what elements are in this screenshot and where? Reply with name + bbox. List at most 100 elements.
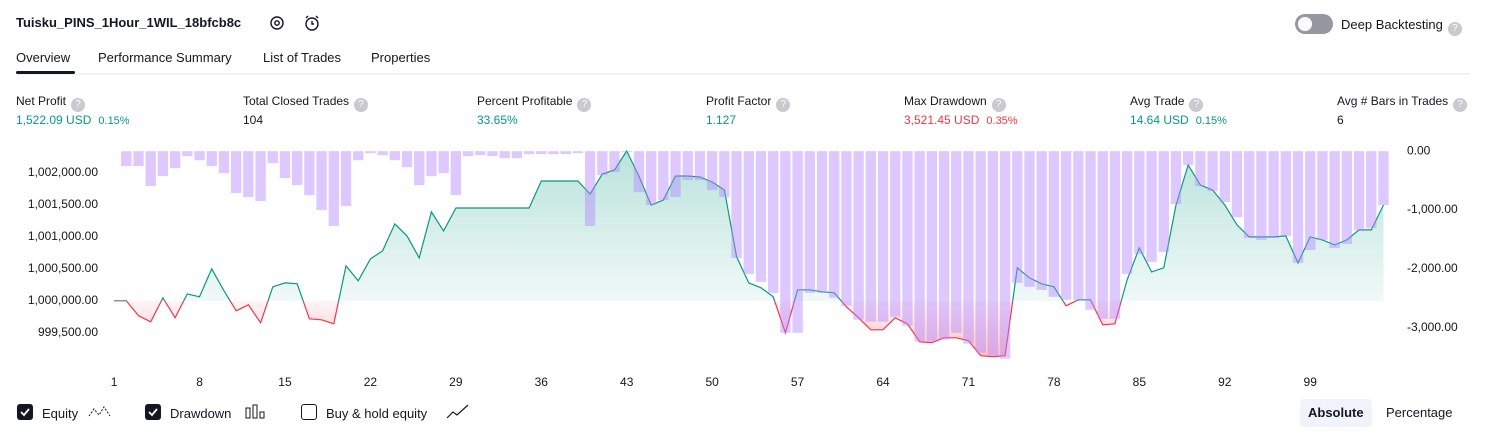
y2-tick-label: 0.00: [1407, 143, 1431, 157]
drawdown-bar: [426, 151, 437, 177]
help-icon[interactable]: ?: [577, 98, 592, 112]
help-icon[interactable]: ?: [991, 98, 1006, 112]
drawdown-bar: [1146, 151, 1157, 262]
drawdown-bar: [206, 151, 217, 167]
help-icon[interactable]: ?: [1447, 22, 1462, 36]
metric-percent: 0.35%: [986, 115, 1018, 127]
help-icon[interactable]: ?: [71, 98, 86, 112]
drawdown-bar: [816, 151, 828, 293]
drawdown-bar: [1292, 151, 1304, 263]
metric-name: Avg # Bars in Trades: [1337, 94, 1449, 108]
drawdown-bar: [462, 151, 474, 157]
metric-name: Max Drawdown: [904, 94, 987, 108]
drawdown-bar: [1353, 151, 1365, 230]
metric-label: Total Closed Trades?: [243, 94, 369, 112]
metric-name: Total Closed Trades: [243, 94, 350, 108]
strategy-title: Tuisku_PINS_1Hour_1WIL_18bfcb8c: [16, 15, 242, 30]
drawdown-bar: [182, 151, 193, 157]
drawdown-bar: [1097, 151, 1108, 319]
drawdown-bar: [1073, 151, 1084, 300]
tabs-divider: [16, 73, 1470, 75]
tab[interactable]: Performance Summary: [98, 50, 232, 65]
drawdown-bar: [1280, 151, 1292, 236]
y2-tick-label: -3,000.00: [1407, 320, 1458, 334]
drawdown-bar: [487, 151, 498, 157]
x-tick-label: 99: [1304, 375, 1318, 389]
drawdown-bar: [999, 151, 1011, 359]
drawdown-bar: [914, 151, 925, 342]
metric-value: 6: [1337, 113, 1344, 127]
metric-name: Profit Factor: [706, 94, 772, 108]
x-tick-label: 29: [449, 375, 463, 389]
tab[interactable]: List of Trades: [263, 50, 342, 65]
x-tick-label: 43: [620, 375, 634, 389]
metric-label: Max Drawdown?: [904, 94, 1006, 112]
drawdown-bar: [316, 151, 327, 211]
drawdown-bar: [682, 151, 693, 181]
tab[interactable]: Overview: [16, 50, 71, 65]
x-tick-label: 8: [196, 375, 203, 389]
drawdown-bar: [597, 151, 608, 176]
metric-value-text: 33.65%: [477, 113, 518, 127]
drawdown-bar: [450, 151, 462, 196]
drawdown-bar: [157, 151, 169, 177]
drawdown-bar: [1036, 151, 1047, 290]
drawdown-bar: [255, 151, 266, 202]
drawdown-bar: [1085, 151, 1096, 310]
legend-label: Buy & hold equity: [326, 406, 428, 421]
x-tick-label: 71: [962, 375, 976, 389]
drawdown-bar: [279, 151, 291, 179]
drawdown-bar: [645, 151, 657, 206]
metric-name: Net Profit: [16, 94, 67, 108]
view-mode-button[interactable]: Percentage: [1386, 405, 1453, 420]
drawdown-bar: [169, 151, 181, 169]
drawdown-bar: [865, 151, 877, 322]
drawdown-bar: [1256, 151, 1267, 240]
chart: 999,500.00 1,000,000.00 1,000,500.00 1,001,…: [28, 143, 1458, 389]
metric-value-text: 1.127: [706, 113, 737, 127]
drawdown-bar: [1378, 151, 1389, 206]
metric-value-text: 104: [243, 113, 264, 127]
x-tick-label: 92: [1218, 375, 1232, 389]
help-icon[interactable]: ?: [776, 98, 791, 112]
drawdown-bar: [1231, 151, 1243, 218]
drawdown-bar: [670, 151, 681, 198]
metric-label: Net Profit?: [16, 94, 86, 112]
metric-value: 3,521.45 USD 0.35%: [904, 113, 1018, 127]
deep-backtesting-switch[interactable]: [1295, 14, 1333, 34]
drawdown-bar: [145, 151, 156, 187]
drawdown-bar: [1012, 151, 1023, 283]
y-tick-label: 999,500.00: [38, 325, 98, 339]
y-tick-label: 1,001,500.00: [28, 197, 98, 211]
drawdown-bar: [584, 151, 596, 226]
view-mode-button[interactable]: Absolute: [1300, 399, 1372, 427]
drawdown-bar: [841, 151, 852, 306]
drawdown-bar: [877, 151, 889, 322]
legend-checkbox[interactable]: [301, 404, 317, 420]
drawdown-bar: [389, 151, 401, 161]
help-icon[interactable]: ?: [1453, 98, 1468, 112]
legend-checkbox[interactable]: [145, 404, 161, 420]
x-tick-label: 22: [364, 375, 378, 389]
drawdown-bar: [804, 151, 815, 293]
x-tick-label: 15: [278, 375, 292, 389]
help-icon[interactable]: ?: [1189, 98, 1204, 112]
drawdown-bar: [1341, 151, 1353, 244]
drawdown-bar: [780, 151, 791, 333]
metric-label: Avg Trade?: [1130, 94, 1204, 112]
drawdown-bar: [890, 151, 901, 317]
header-icons[interactable]: [268, 14, 328, 32]
tab[interactable]: Properties: [371, 50, 431, 65]
legend-checkbox[interactable]: [17, 404, 33, 420]
metric-label: Percent Profitable?: [477, 94, 592, 112]
drawdown-bar: [975, 151, 986, 353]
help-icon[interactable]: ?: [354, 98, 369, 112]
legend-icon: [446, 404, 470, 423]
drawdown-bar: [230, 151, 242, 194]
drawdown-bar: [365, 151, 376, 154]
drawdown-bar: [1158, 151, 1169, 252]
drawdown-bar: [621, 151, 632, 153]
metric-percent: 0.15%: [1195, 115, 1227, 127]
drawdown-bar: [694, 151, 706, 181]
drawdown-bar: [1219, 151, 1230, 203]
